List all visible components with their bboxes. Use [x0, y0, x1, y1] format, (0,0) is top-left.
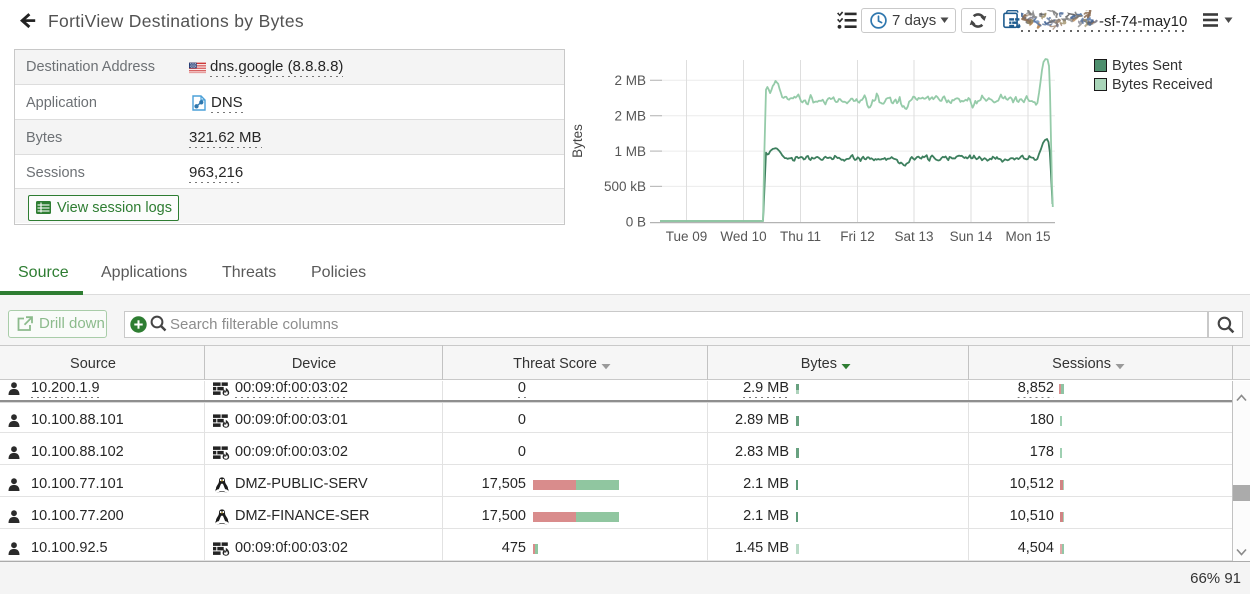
svg-text:Sun 14: Sun 14 [950, 229, 993, 244]
svg-text:Tue 09: Tue 09 [666, 229, 708, 244]
svg-text:Wed 10: Wed 10 [720, 229, 766, 244]
svg-text:Thu 11: Thu 11 [780, 229, 821, 244]
svg-text:2 MB: 2 MB [614, 108, 646, 123]
svg-text:500 kB: 500 kB [604, 179, 646, 194]
svg-text:Sat 13: Sat 13 [894, 229, 933, 244]
svg-text:Bytes: Bytes [570, 124, 585, 158]
svg-text:Mon 15: Mon 15 [1005, 229, 1050, 244]
svg-text:2 MB: 2 MB [614, 73, 646, 88]
svg-text:0 B: 0 B [626, 215, 646, 230]
svg-text:Fri 12: Fri 12 [840, 229, 875, 244]
svg-text:1 MB: 1 MB [614, 144, 646, 159]
